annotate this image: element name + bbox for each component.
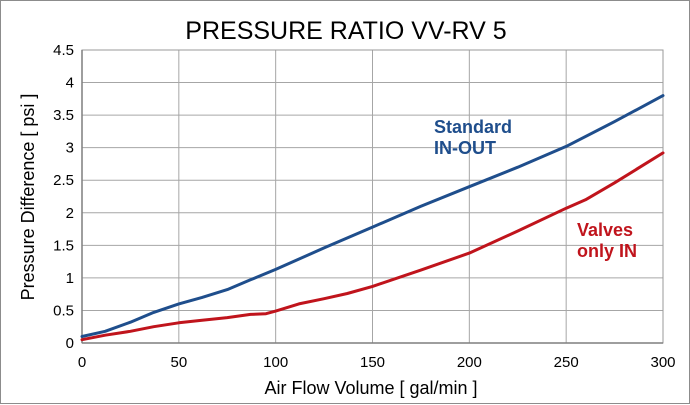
- y-tick-label: 3: [66, 140, 74, 157]
- y-tick-label: 0.5: [53, 302, 74, 319]
- y-tick-label: 1: [66, 270, 74, 287]
- annotation-label-valves-line1: Valves: [577, 220, 633, 240]
- x-tick-label: 250: [554, 354, 579, 371]
- series-line-valves-only-in: [80, 151, 665, 342]
- annotation-label-standard-line1: Standard: [434, 117, 512, 137]
- x-tick-label: 150: [360, 354, 385, 371]
- y-tick-label: 4.5: [53, 42, 74, 59]
- series-line-standard-in-out: [80, 94, 665, 338]
- annotation-label-standard-line2: IN-OUT: [434, 138, 496, 158]
- x-tick-label: 100: [263, 354, 288, 371]
- series-layer: [80, 94, 665, 342]
- x-tick-label: 200: [457, 354, 482, 371]
- y-tick-label: 1.5: [53, 237, 74, 254]
- y-axis-label: Pressure Difference [ psi ]: [18, 94, 38, 301]
- y-tick-label: 2.5: [53, 172, 74, 189]
- annotation-label-valves-line2: only IN: [577, 241, 637, 261]
- tick-labels: 0 50 100 150 200 250 300 0 0.5 1 1.5 2 2.5 3 3.5 4 4.5: [53, 42, 675, 371]
- y-tick-label: 0: [66, 335, 74, 352]
- y-tick-label: 4: [66, 75, 74, 92]
- x-tick-label: 300: [650, 354, 675, 371]
- axes: [81, 49, 664, 344]
- x-tick-label: 50: [170, 354, 187, 371]
- x-tick-label: 0: [78, 354, 86, 371]
- y-tick-label: 3.5: [53, 107, 74, 124]
- grid: [82, 50, 663, 343]
- chart-title: PRESSURE RATIO VV-RV 5: [185, 17, 506, 45]
- x-axis-label: Air Flow Volume [ gal/min ]: [264, 378, 477, 398]
- y-tick-label: 2: [66, 205, 74, 222]
